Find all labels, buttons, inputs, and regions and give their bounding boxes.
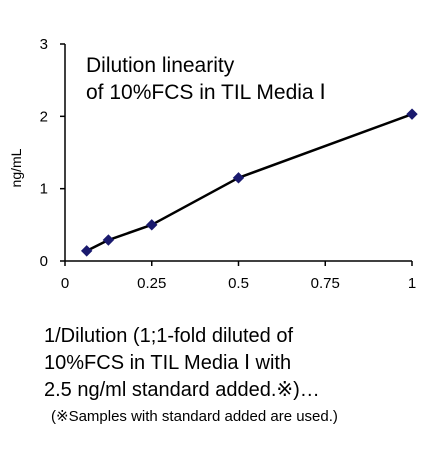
x-tick-label: 0.75: [311, 275, 340, 292]
data-point-marker: [80, 245, 93, 257]
x-axis-label-line-2: 10%FCS in TIL Media Ⅰ with: [44, 352, 291, 374]
x-axis-label-line-1: 1/Dilution (1;1-fold diluted of: [44, 325, 293, 347]
series-group: [80, 108, 418, 257]
series-line: [86, 112, 413, 252]
data-point-marker: [232, 172, 245, 184]
x-tick-label: 1: [408, 275, 416, 292]
y-tick-label: 3: [40, 36, 48, 53]
x-tick-label: 0.25: [137, 275, 166, 292]
chart-title-line-1: Dilution linearity: [86, 54, 235, 77]
x-ticks: 0 0.25 0.5 0.75 1: [61, 261, 416, 292]
y-tick-label: 0: [40, 253, 48, 270]
data-point-marker: [146, 219, 158, 231]
data-point-marker: [102, 234, 115, 246]
x-tick-label: 0.5: [228, 275, 249, 292]
y-axis-label: ng/mL: [8, 148, 24, 187]
footnote: (※Samples with standard added are used.): [51, 408, 338, 425]
x-axis-label-line-3: 2.5 ng/ml standard added.※)…: [44, 379, 320, 401]
x-tick-label: 0: [61, 275, 69, 292]
chart-title-line-2: of 10%FCS in TIL Media Ⅰ: [86, 81, 326, 104]
y-tick-label: 1: [40, 181, 48, 198]
y-tick-label: 2: [40, 108, 48, 125]
y-ticks: 0 1 2 3: [40, 36, 65, 270]
data-point-marker: [406, 108, 418, 120]
